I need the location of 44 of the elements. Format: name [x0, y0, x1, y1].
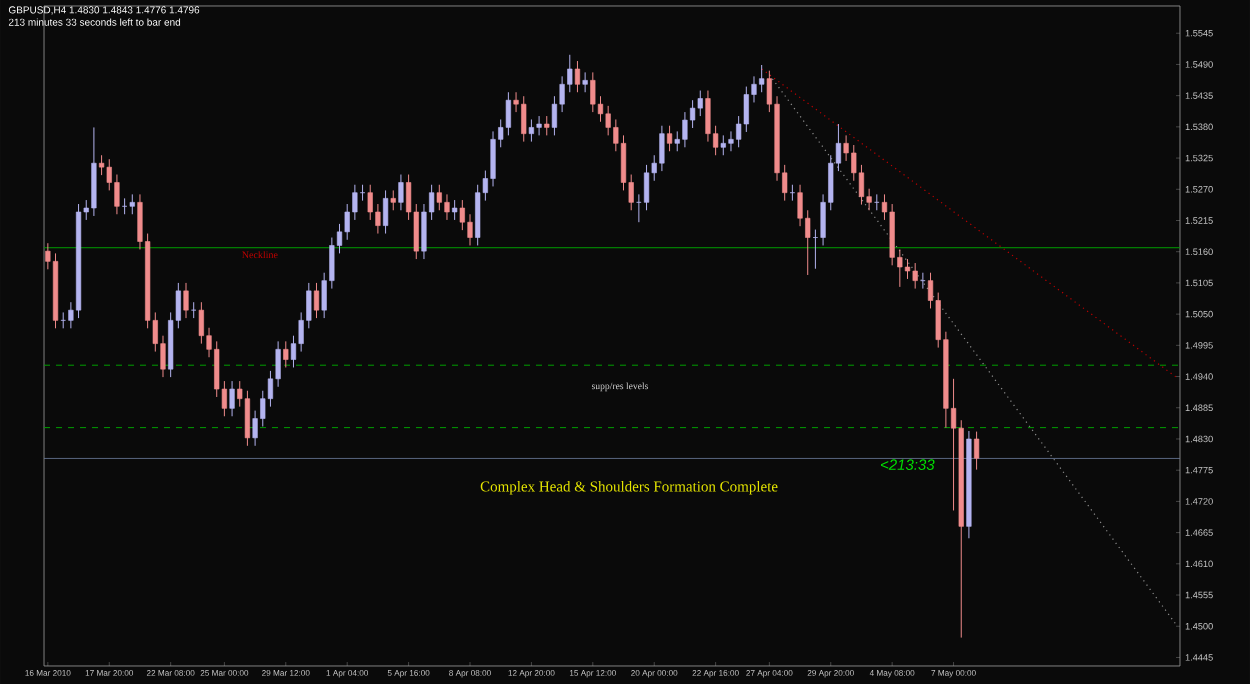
candlestick: [452, 199, 458, 221]
candlestick: [889, 203, 895, 266]
candlestick: [697, 90, 703, 117]
candlestick: [759, 64, 765, 93]
candlestick: [382, 189, 389, 235]
candlestick: [666, 125, 673, 152]
candlestick: [283, 340, 289, 368]
candlestick: [229, 380, 235, 417]
candlestick: [574, 60, 581, 93]
candlestick: [244, 390, 251, 447]
candlestick: [605, 105, 611, 136]
candlestick: [590, 71, 596, 113]
candlestick: [582, 71, 588, 93]
candlestick: [521, 95, 527, 143]
candlestick: [904, 258, 911, 280]
candlestick: [728, 130, 734, 152]
candlestick: [114, 174, 120, 215]
candlestick: [398, 174, 404, 211]
candlestick: [505, 91, 511, 136]
candlestick: [475, 184, 481, 246]
candlestick: [444, 193, 450, 221]
candlestick: [743, 86, 749, 133]
candlestick: [459, 199, 465, 231]
candlestick: [313, 282, 320, 319]
candlestick: [436, 184, 442, 211]
candlestick: [912, 262, 918, 290]
candlestick: [682, 111, 688, 148]
candlestick: [183, 282, 189, 319]
candlestick: [91, 126, 97, 217]
candlestick: [973, 431, 980, 471]
candlestick: [390, 189, 396, 211]
candlestick: [98, 154, 105, 176]
candlestick: [536, 115, 542, 136]
candlestick: [705, 90, 711, 143]
candlestick: [129, 193, 135, 215]
candlestick: [659, 125, 665, 172]
candlestick: [367, 184, 373, 221]
candlestick: [467, 213, 473, 246]
candlestick: [544, 115, 550, 136]
candlestick: [528, 118, 535, 143]
candlestick: [720, 134, 726, 156]
candlestick: [490, 130, 496, 187]
candlestick: [198, 301, 204, 345]
candlestick: [643, 164, 650, 211]
